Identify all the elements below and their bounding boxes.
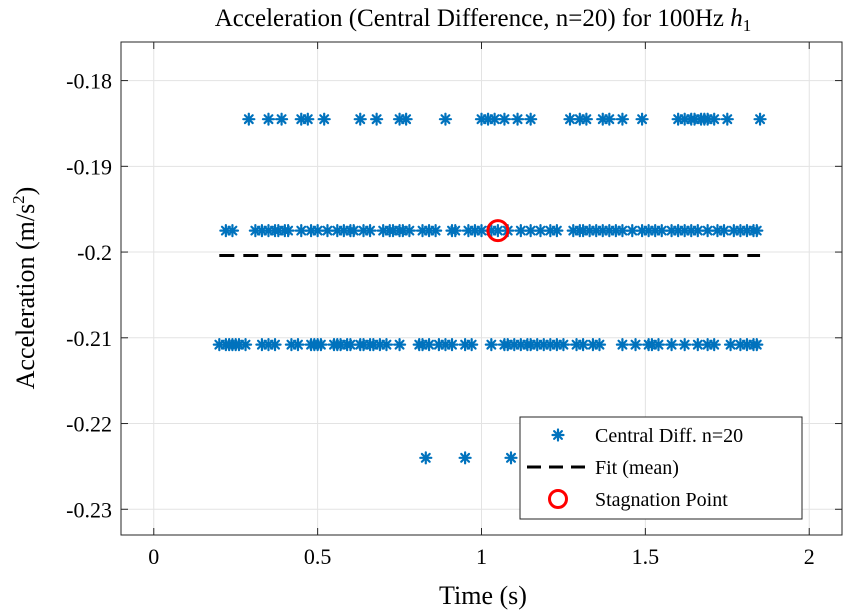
chart-title-sub: 1 bbox=[743, 16, 752, 35]
data-point bbox=[474, 224, 489, 238]
legend: Central Diff. n=20 Fit (mean) Stagnation… bbox=[519, 416, 803, 520]
data-point bbox=[242, 112, 256, 126]
stagnation-point bbox=[486, 219, 510, 243]
data-point bbox=[678, 338, 692, 352]
data-point bbox=[488, 112, 502, 126]
data-point bbox=[602, 112, 616, 126]
legend-marker-central-diff bbox=[551, 428, 565, 442]
data-point bbox=[465, 338, 479, 352]
data-point bbox=[514, 224, 528, 238]
data-point bbox=[484, 338, 498, 352]
data-point bbox=[592, 338, 607, 352]
legend-marker-stagnation bbox=[548, 489, 568, 509]
data-point bbox=[510, 112, 525, 126]
data-point bbox=[701, 224, 715, 238]
data-point bbox=[261, 112, 276, 126]
data-point bbox=[363, 224, 377, 238]
data-point bbox=[615, 338, 630, 352]
x-tick-label: 2 bbox=[804, 544, 815, 569]
data-point bbox=[615, 112, 630, 126]
data-point bbox=[402, 224, 416, 238]
data-point bbox=[225, 224, 240, 238]
data-point bbox=[458, 451, 472, 465]
data-point bbox=[717, 224, 731, 238]
data-point bbox=[497, 112, 512, 126]
data-point bbox=[370, 112, 384, 126]
data-point bbox=[664, 338, 679, 352]
data-point bbox=[281, 224, 295, 238]
y-axis-label-prefix: Acceleration (m/s bbox=[11, 204, 40, 390]
axis-ticks: 0 0.5 1 1.5 2 -0.18 -0.19 -0.2 -0.21 -0.22 -0.23 bbox=[66, 42, 842, 569]
y-tick-label: -0.2 bbox=[77, 240, 112, 265]
data-point bbox=[238, 338, 253, 352]
plot-frame bbox=[120, 41, 843, 536]
data-point bbox=[268, 338, 282, 352]
legend-label-central-diff: Central Diff. n=20 bbox=[595, 425, 743, 447]
data-point bbox=[556, 338, 571, 352]
data-point bbox=[651, 338, 666, 352]
data-point bbox=[314, 338, 328, 352]
chart-title-text: Acceleration (Central Difference, n=20) … bbox=[215, 5, 731, 32]
x-tick-label: 1 bbox=[476, 544, 487, 569]
data-point bbox=[720, 112, 734, 126]
data-point bbox=[448, 224, 462, 238]
y-axis-label: Acceleration (m/s2) bbox=[9, 187, 40, 390]
chart-title-var: h bbox=[730, 5, 743, 32]
legend-label-fit: Fit (mean) bbox=[595, 457, 679, 479]
data-point bbox=[429, 224, 443, 238]
data-point bbox=[524, 112, 538, 126]
data-point bbox=[579, 112, 593, 126]
data-point bbox=[635, 112, 649, 126]
data-point bbox=[750, 224, 764, 238]
legend-label-stagnation: Stagnation Point bbox=[595, 489, 728, 511]
x-tick-label: 0 bbox=[148, 544, 159, 569]
data-points bbox=[212, 112, 767, 465]
data-point bbox=[419, 451, 433, 465]
x-tick-label: 0.5 bbox=[304, 544, 332, 569]
x-axis-label: Time (s) bbox=[439, 581, 527, 610]
y-tick-label: -0.22 bbox=[66, 412, 112, 437]
data-point bbox=[445, 338, 459, 352]
data-point bbox=[753, 112, 767, 126]
x-tick-label: 1.5 bbox=[632, 544, 660, 569]
data-point bbox=[625, 224, 639, 238]
y-tick-label: -0.21 bbox=[66, 326, 112, 351]
y-tick-label: -0.18 bbox=[66, 69, 112, 94]
y-axis-label-sup: 2 bbox=[9, 195, 28, 204]
data-point bbox=[707, 338, 721, 352]
data-point bbox=[317, 112, 331, 126]
data-point bbox=[707, 112, 721, 126]
data-point bbox=[353, 112, 367, 126]
y-axis-label-suffix: ) bbox=[11, 187, 40, 196]
data-point bbox=[392, 338, 407, 352]
data-point bbox=[291, 338, 305, 352]
data-point bbox=[301, 112, 315, 126]
chart-title: Acceleration (Central Difference, n=20) … bbox=[215, 5, 752, 35]
data-point bbox=[274, 112, 289, 126]
data-point bbox=[550, 224, 564, 238]
data-point bbox=[379, 338, 394, 352]
data-point bbox=[750, 338, 764, 352]
y-tick-label: -0.19 bbox=[66, 154, 112, 179]
data-point bbox=[438, 112, 453, 126]
legend-asterisk-glyph bbox=[551, 428, 565, 442]
data-point bbox=[504, 451, 518, 465]
data-point bbox=[563, 112, 577, 126]
stagnation-layer bbox=[486, 219, 510, 243]
y-tick-label: -0.23 bbox=[66, 497, 112, 522]
data-point bbox=[628, 338, 643, 352]
data-point bbox=[399, 112, 413, 126]
